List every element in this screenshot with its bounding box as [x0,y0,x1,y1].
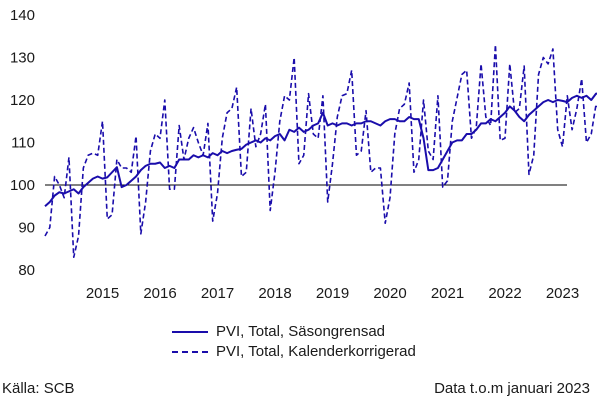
legend-swatch-dashed [172,351,208,353]
source-note: Källa: SCB [2,380,75,397]
legend-label: PVI, Total, Kalenderkorrigerad [216,343,416,360]
series-layer [44,43,597,259]
x-tick-label: 2022 [488,285,521,302]
legend-swatch-solid [172,331,208,333]
x-tick-label: 2015 [86,285,119,302]
x-tick-label: 2016 [143,285,176,302]
x-tick-label: 2019 [316,285,349,302]
legend-label: PVI, Total, Säsongrensad [216,323,385,340]
y-tick-label: 80 [18,262,35,279]
y-tick-label: 100 [10,177,35,194]
legend: PVI, Total, Säsongrensad PVI, Total, Kal… [172,322,416,362]
y-tick-label: 120 [10,92,35,109]
line-chart: 80 90 100 110 120 130 140 2015 2016 2017 2018 2019… [10,7,597,302]
x-axis-ticks: 2015 2016 2017 2018 2019 2020 2021 2022 2023 [86,285,579,302]
series-line-calendar-adjusted [44,43,597,259]
x-tick-label: 2017 [201,285,234,302]
x-tick-label: 2023 [546,285,579,302]
y-tick-label: 90 [18,220,35,237]
series-line-seasonally-adjusted [44,92,597,207]
x-tick-label: 2021 [431,285,464,302]
legend-item-seasonally-adjusted: PVI, Total, Säsongrensad [172,322,416,342]
y-axis-ticks: 80 90 100 110 120 130 140 [10,7,35,279]
data-coverage-note: Data t.o.m januari 2023 [434,380,590,397]
y-tick-label: 130 [10,50,35,67]
y-tick-label: 110 [11,135,35,152]
x-tick-label: 2018 [258,285,291,302]
legend-item-calendar-adjusted: PVI, Total, Kalenderkorrigerad [172,342,416,362]
x-tick-label: 2020 [373,285,406,302]
y-tick-label: 140 [10,7,35,24]
